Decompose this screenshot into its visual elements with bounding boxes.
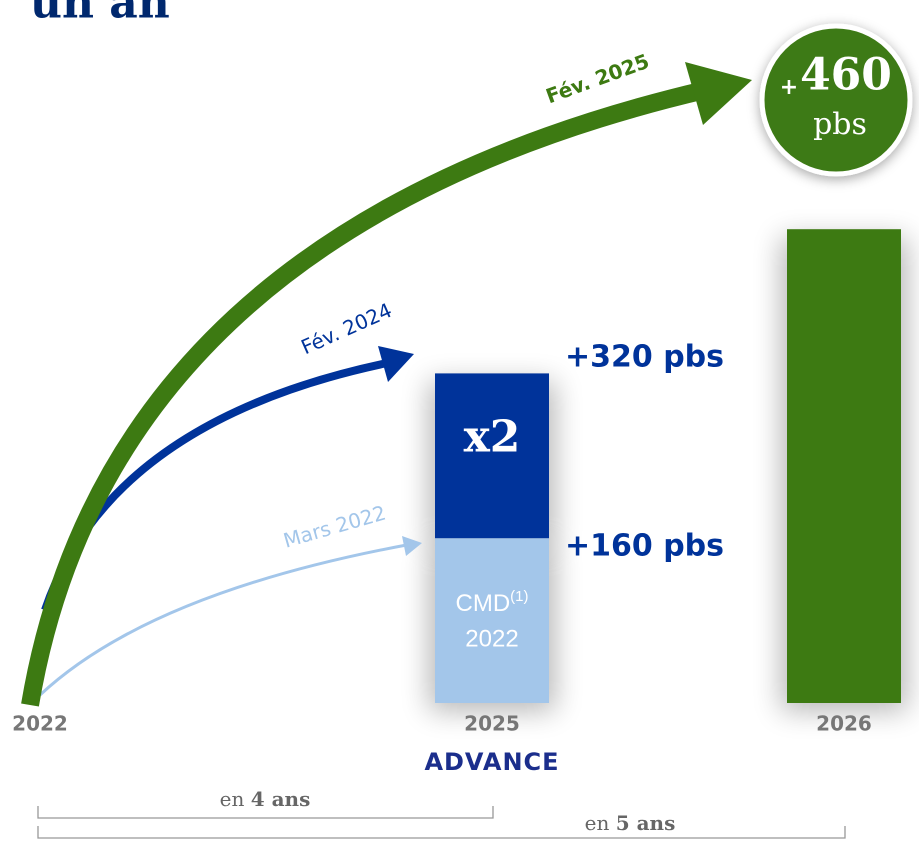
footnote: (1) — [510, 588, 528, 605]
x-tick-label: 2026 — [816, 712, 872, 736]
x-tick-label: 2022 — [12, 712, 68, 736]
bar — [435, 373, 549, 539]
arrowhead — [402, 536, 422, 556]
period: en 5 ans — [585, 811, 676, 835]
logo: ADVANCE — [424, 748, 559, 776]
arrow-fev-2025 — [21, 81, 708, 707]
x-tick-label: 2025 — [464, 712, 520, 736]
period: en 4 ans — [220, 787, 311, 811]
badge-prefix: + — [780, 75, 798, 100]
period-bold: 4 ans — [251, 787, 311, 811]
period-prefix: en — [220, 787, 245, 811]
bracket — [37, 826, 846, 839]
bracket — [37, 806, 494, 819]
period-bold: 5 ans — [616, 811, 676, 835]
arrowhead — [685, 62, 752, 125]
bar-label: 2022 — [465, 625, 518, 652]
period-prefix: en — [585, 811, 610, 835]
total-label: +160 pbs — [565, 529, 724, 564]
bar — [787, 229, 901, 703]
badge — [759, 23, 913, 177]
total-label: +320 pbs — [565, 340, 724, 375]
badge-value: 460 — [800, 50, 892, 101]
arrowhead — [378, 346, 414, 382]
bar-label-text: CMD — [456, 590, 511, 617]
chart-title: un an — [30, 0, 170, 29]
arrow-mars-2022 — [38, 542, 413, 697]
series-label: Mars 2022 — [281, 500, 389, 552]
bar-label: CMD(1) — [456, 588, 529, 617]
bar — [435, 538, 549, 703]
bar-label: x2 — [464, 412, 521, 463]
badge-unit: pbs — [813, 107, 867, 142]
